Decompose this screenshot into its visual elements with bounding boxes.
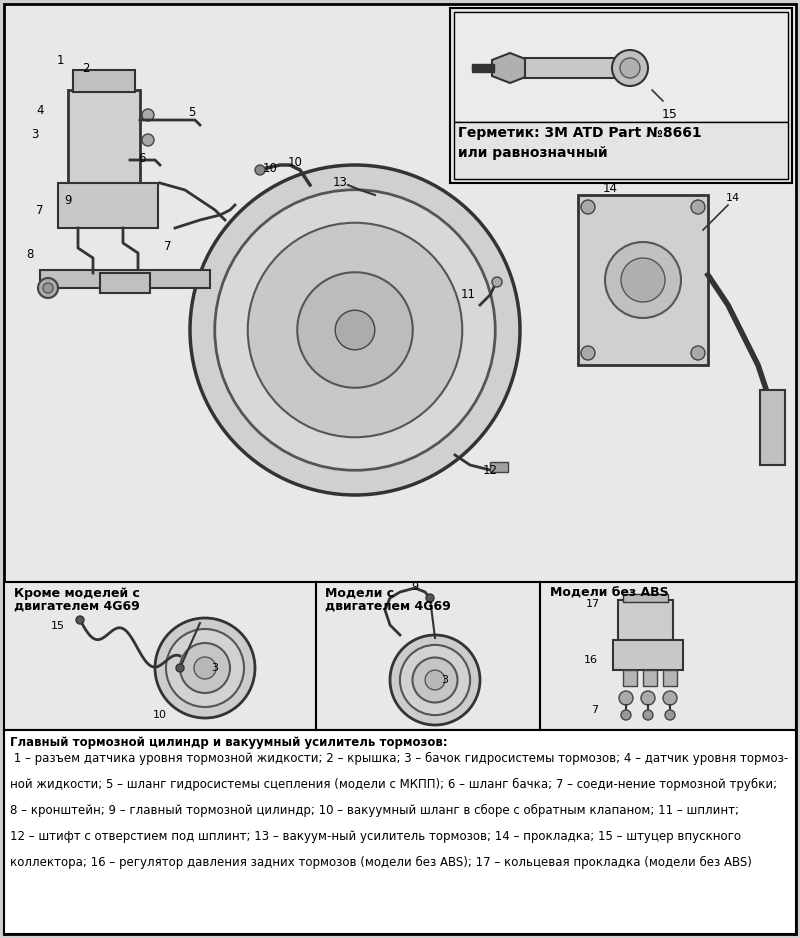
- Text: 13: 13: [333, 176, 347, 189]
- Text: 7: 7: [591, 705, 598, 715]
- Circle shape: [255, 165, 265, 175]
- Text: 14: 14: [726, 193, 740, 203]
- Circle shape: [643, 710, 653, 720]
- Circle shape: [619, 691, 633, 705]
- Circle shape: [581, 200, 595, 214]
- Circle shape: [665, 710, 675, 720]
- Text: 10: 10: [262, 161, 278, 174]
- Text: ной жидкости; 5 – шланг гидросистемы сцепления (модели с МКПП); 6 – шланг бачка;: ной жидкости; 5 – шланг гидросистемы сце…: [10, 778, 777, 791]
- Circle shape: [621, 258, 665, 302]
- FancyBboxPatch shape: [454, 12, 788, 122]
- Circle shape: [691, 346, 705, 360]
- FancyBboxPatch shape: [4, 730, 796, 934]
- Text: 12: 12: [482, 463, 498, 477]
- Text: 3: 3: [442, 675, 449, 685]
- FancyBboxPatch shape: [40, 270, 210, 288]
- Text: Главный тормозной цилиндр и вакуумный усилитель тормозов:: Главный тормозной цилиндр и вакуумный ус…: [10, 736, 448, 749]
- Text: 17: 17: [586, 599, 600, 609]
- Text: 6: 6: [138, 152, 146, 164]
- Circle shape: [605, 242, 681, 318]
- FancyBboxPatch shape: [454, 122, 788, 179]
- FancyBboxPatch shape: [618, 600, 673, 642]
- Text: 8: 8: [26, 249, 34, 262]
- Text: двигателем 4G69: двигателем 4G69: [14, 600, 140, 613]
- Text: 14: 14: [602, 181, 618, 194]
- Text: 2: 2: [82, 62, 90, 74]
- Text: 1 – разъем датчика уровня тормозной жидкости; 2 – крышка; 3 – бачок гидросистемы: 1 – разъем датчика уровня тормозной жидк…: [10, 752, 788, 765]
- Circle shape: [214, 189, 495, 470]
- Text: 11: 11: [461, 288, 475, 300]
- Text: Модели с: Модели с: [325, 587, 394, 600]
- Text: 5: 5: [188, 107, 196, 119]
- Circle shape: [298, 272, 413, 387]
- Text: Кроме моделей с: Кроме моделей с: [14, 587, 140, 600]
- Circle shape: [155, 618, 255, 718]
- Text: 10: 10: [287, 156, 302, 169]
- Text: 15: 15: [662, 108, 678, 121]
- Circle shape: [581, 346, 595, 360]
- Circle shape: [621, 710, 631, 720]
- Circle shape: [426, 594, 434, 602]
- FancyBboxPatch shape: [613, 640, 683, 670]
- Circle shape: [43, 283, 53, 293]
- Circle shape: [390, 635, 480, 725]
- FancyBboxPatch shape: [490, 462, 508, 472]
- Polygon shape: [492, 53, 528, 83]
- Circle shape: [612, 50, 648, 86]
- FancyBboxPatch shape: [4, 4, 796, 934]
- FancyBboxPatch shape: [450, 8, 792, 183]
- Text: или равнозначный: или равнозначный: [458, 146, 608, 160]
- Text: двигателем 4G69: двигателем 4G69: [325, 600, 450, 613]
- Circle shape: [248, 222, 462, 437]
- FancyBboxPatch shape: [643, 670, 657, 686]
- FancyBboxPatch shape: [58, 183, 158, 228]
- Text: 3: 3: [211, 663, 218, 673]
- Circle shape: [413, 658, 458, 703]
- Circle shape: [76, 616, 84, 624]
- FancyBboxPatch shape: [100, 273, 150, 293]
- Circle shape: [492, 277, 502, 287]
- Text: 4: 4: [36, 103, 44, 116]
- Circle shape: [176, 664, 184, 672]
- Circle shape: [142, 134, 154, 146]
- FancyBboxPatch shape: [760, 390, 785, 465]
- FancyBboxPatch shape: [68, 90, 140, 185]
- Text: 15: 15: [51, 621, 65, 631]
- FancyBboxPatch shape: [73, 70, 135, 92]
- Text: 8 – кронштейн; 9 – главный тормозной цилиндр; 10 – вакуумный шланг в сборе с обр: 8 – кронштейн; 9 – главный тормозной цил…: [10, 804, 739, 817]
- FancyBboxPatch shape: [623, 594, 668, 602]
- Circle shape: [190, 165, 520, 495]
- Circle shape: [38, 278, 58, 298]
- Circle shape: [663, 691, 677, 705]
- Text: 10: 10: [153, 710, 167, 720]
- FancyBboxPatch shape: [472, 64, 494, 72]
- Text: 3: 3: [31, 129, 38, 142]
- FancyBboxPatch shape: [525, 58, 620, 78]
- Circle shape: [194, 657, 216, 679]
- Text: 16: 16: [584, 655, 598, 665]
- Circle shape: [335, 310, 374, 350]
- FancyBboxPatch shape: [623, 670, 637, 686]
- Text: 12 – штифт с отверстием под шплинт; 13 – вакуум-ный усилитель тормозов; 14 – про: 12 – штифт с отверстием под шплинт; 13 –…: [10, 830, 741, 843]
- Text: 1: 1: [56, 53, 64, 67]
- FancyBboxPatch shape: [578, 195, 708, 365]
- Text: 9: 9: [64, 193, 72, 206]
- FancyBboxPatch shape: [4, 582, 796, 730]
- Circle shape: [641, 691, 655, 705]
- Text: коллектора; 16 – регулятор давления задних тормозов (модели без ABS); 17 – кольц: коллектора; 16 – регулятор давления задн…: [10, 856, 752, 870]
- Circle shape: [691, 200, 705, 214]
- Text: 7: 7: [164, 239, 172, 252]
- Circle shape: [400, 645, 470, 715]
- Text: 9: 9: [411, 582, 418, 592]
- Circle shape: [180, 643, 230, 693]
- Text: Герметик: 3M ATD Part №8661: Герметик: 3M ATD Part №8661: [458, 126, 702, 140]
- Circle shape: [142, 109, 154, 121]
- Circle shape: [425, 670, 445, 690]
- Circle shape: [166, 629, 244, 707]
- Text: Модели без ABS: Модели без ABS: [550, 587, 669, 600]
- Circle shape: [620, 58, 640, 78]
- Text: 7: 7: [36, 204, 44, 217]
- FancyBboxPatch shape: [663, 670, 677, 686]
